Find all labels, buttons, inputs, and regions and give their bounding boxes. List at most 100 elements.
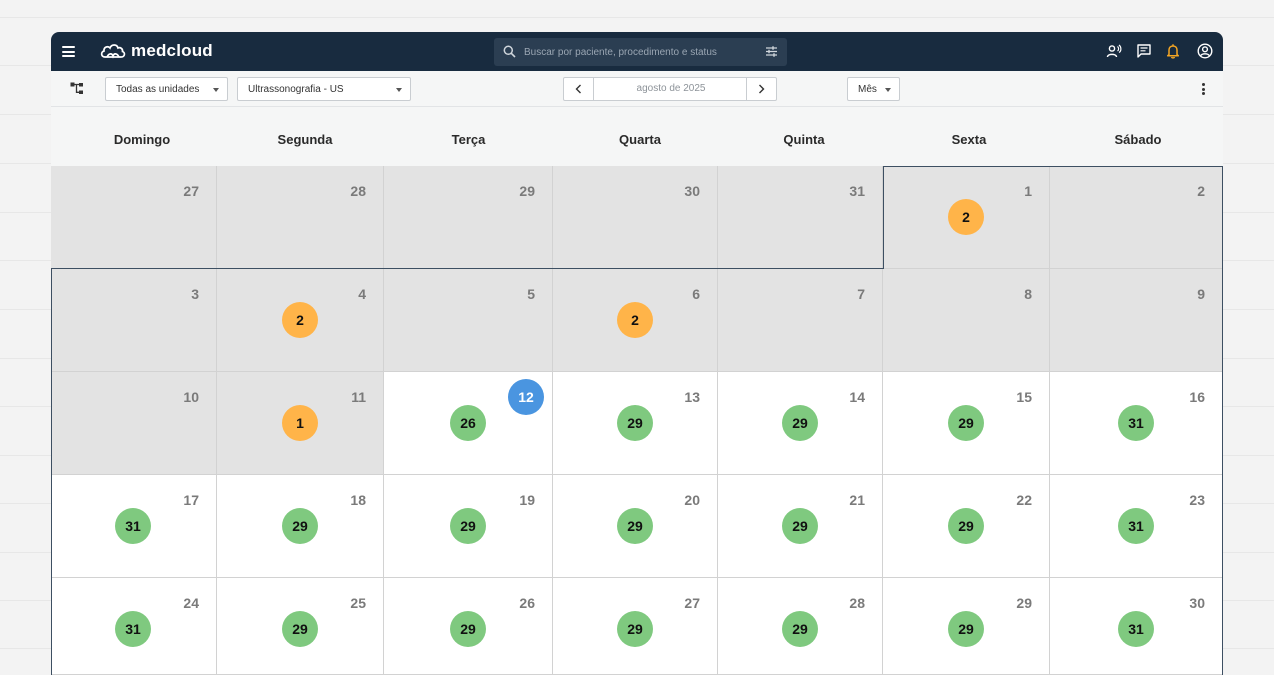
account-icon[interactable] xyxy=(1197,43,1213,59)
calendar-day-cell[interactable]: 29 xyxy=(384,166,553,269)
current-period-label: agosto de 2025 xyxy=(636,83,706,94)
day-number: 27 xyxy=(183,183,199,199)
calendar-day-cell[interactable]: 26 29 xyxy=(384,578,553,675)
available-slots-badge[interactable]: 29 xyxy=(782,611,818,647)
calendar-day-cell[interactable]: 19 29 xyxy=(384,475,553,578)
today-day-number: 12 xyxy=(508,379,544,415)
day-number: 30 xyxy=(1189,595,1205,611)
calendar-day-cell[interactable]: 31 xyxy=(718,166,883,269)
day-number: 28 xyxy=(849,595,865,611)
calendar-day-cell[interactable]: 9 xyxy=(1050,269,1223,372)
calendar-day-cell[interactable]: 16 31 xyxy=(1050,372,1223,475)
calendar-day-cell[interactable]: 30 xyxy=(553,166,718,269)
available-slots-badge[interactable]: 29 xyxy=(450,611,486,647)
view-select[interactable]: Mês xyxy=(847,77,900,101)
available-slots-badge[interactable]: 29 xyxy=(617,405,653,441)
chevron-right-icon xyxy=(759,84,765,94)
pending-count-badge[interactable]: 2 xyxy=(948,199,984,235)
day-number: 6 xyxy=(692,286,700,302)
month-grid: 27 28 29 30 31 1 2 2 3 4 2 5 6 2 7 8 9 10 11 1 12 26 13 29 14 29 1… xyxy=(51,166,1223,675)
available-slots-badge[interactable]: 31 xyxy=(115,508,151,544)
available-slots-badge[interactable]: 29 xyxy=(282,611,318,647)
available-slots-badge[interactable]: 29 xyxy=(617,611,653,647)
calendar-day-cell[interactable]: 5 xyxy=(384,269,553,372)
calendar-day-cell[interactable]: 22 29 xyxy=(883,475,1050,578)
available-slots-badge[interactable]: 31 xyxy=(1118,611,1154,647)
calendar-day-cell[interactable]: 18 29 xyxy=(217,475,384,578)
available-slots-badge[interactable]: 31 xyxy=(1118,508,1154,544)
available-slots-badge[interactable]: 29 xyxy=(617,508,653,544)
calendar-day-cell[interactable]: 24 31 xyxy=(51,578,217,675)
pending-count-badge[interactable]: 1 xyxy=(282,405,318,441)
calendar-day-cell[interactable]: 8 xyxy=(883,269,1050,372)
calendar-day-cell[interactable]: 21 29 xyxy=(718,475,883,578)
calendar-day-cell[interactable]: 7 xyxy=(718,269,883,372)
pending-count-badge[interactable]: 2 xyxy=(282,302,318,338)
calendar-day-cell[interactable]: 29 29 xyxy=(883,578,1050,675)
available-slots-badge[interactable]: 29 xyxy=(782,405,818,441)
available-slots-badge[interactable]: 29 xyxy=(948,405,984,441)
search-bar xyxy=(494,38,787,66)
previous-month-button[interactable] xyxy=(564,78,594,100)
brand-logo[interactable]: medcloud xyxy=(99,41,213,61)
calendar-day-cell[interactable]: 27 29 xyxy=(553,578,718,675)
calendar-day-cell[interactable]: 17 31 xyxy=(51,475,217,578)
calendar-day-cell[interactable]: 30 31 xyxy=(1050,578,1223,675)
day-number: 26 xyxy=(519,595,535,611)
available-slots-badge[interactable]: 29 xyxy=(450,508,486,544)
day-number: 29 xyxy=(519,183,535,199)
calendar-day-cell[interactable]: 28 29 xyxy=(718,578,883,675)
menu-icon[interactable] xyxy=(62,46,75,57)
day-number: 15 xyxy=(1016,389,1032,405)
calendar-day-cell[interactable]: 2 xyxy=(1050,166,1223,269)
chat-icon[interactable] xyxy=(1136,43,1152,59)
weekday-thursday: Quinta xyxy=(783,132,825,147)
chevron-left-icon xyxy=(575,84,581,94)
modality-select[interactable]: Ultrassonografia - US xyxy=(237,77,411,101)
modality-select-value: Ultrassonografia - US xyxy=(248,84,344,95)
day-number: 8 xyxy=(1024,286,1032,302)
calendar-toolbar: Todas as unidades Ultrassonografia - US … xyxy=(51,71,1223,107)
voice-user-icon[interactable] xyxy=(1106,43,1122,59)
calendar-day-cell[interactable]: 14 29 xyxy=(718,372,883,475)
calendar-day-cell[interactable]: 28 xyxy=(217,166,384,269)
hierarchy-icon[interactable] xyxy=(70,82,84,95)
available-slots-badge[interactable]: 26 xyxy=(450,405,486,441)
calendar-day-cell[interactable]: 20 29 xyxy=(553,475,718,578)
calendar-day-cell[interactable]: 25 29 xyxy=(217,578,384,675)
calendar-day-cell[interactable]: 3 xyxy=(51,269,217,372)
filter-sliders-icon[interactable] xyxy=(765,45,778,58)
calendar-day-cell[interactable]: 15 29 xyxy=(883,372,1050,475)
calendar-day-cell[interactable]: 23 31 xyxy=(1050,475,1223,578)
calendar-day-cell[interactable]: 10 xyxy=(51,372,217,475)
month-outline xyxy=(51,268,884,269)
unit-select[interactable]: Todas as unidades xyxy=(105,77,228,101)
day-number: 3 xyxy=(191,286,199,302)
day-number: 10 xyxy=(183,389,199,405)
weekday-wednesday: Quarta xyxy=(619,132,661,147)
weekday-saturday: Sábado xyxy=(1114,132,1162,147)
calendar-day-cell[interactable]: 12 26 xyxy=(384,372,553,475)
day-number: 17 xyxy=(183,492,199,508)
more-vertical-icon[interactable] xyxy=(1202,83,1205,97)
top-bar: medcloud xyxy=(51,32,1223,71)
available-slots-badge[interactable]: 29 xyxy=(948,611,984,647)
next-month-button[interactable] xyxy=(746,78,776,100)
available-slots-badge[interactable]: 29 xyxy=(948,508,984,544)
available-slots-badge[interactable]: 31 xyxy=(115,611,151,647)
calendar-day-cell[interactable]: 13 29 xyxy=(553,372,718,475)
unit-select-value: Todas as unidades xyxy=(116,84,200,95)
available-slots-badge[interactable]: 31 xyxy=(1118,405,1154,441)
available-slots-badge[interactable]: 29 xyxy=(782,508,818,544)
available-slots-badge[interactable]: 29 xyxy=(282,508,318,544)
search-input[interactable] xyxy=(524,42,754,62)
pending-count-badge[interactable]: 2 xyxy=(617,302,653,338)
brand-name: medcloud xyxy=(131,41,213,60)
bell-icon[interactable] xyxy=(1165,43,1181,59)
calendar-day-cell[interactable]: 27 xyxy=(51,166,217,269)
calendar-day-cell[interactable]: 11 1 xyxy=(217,372,384,475)
day-number: 25 xyxy=(350,595,366,611)
